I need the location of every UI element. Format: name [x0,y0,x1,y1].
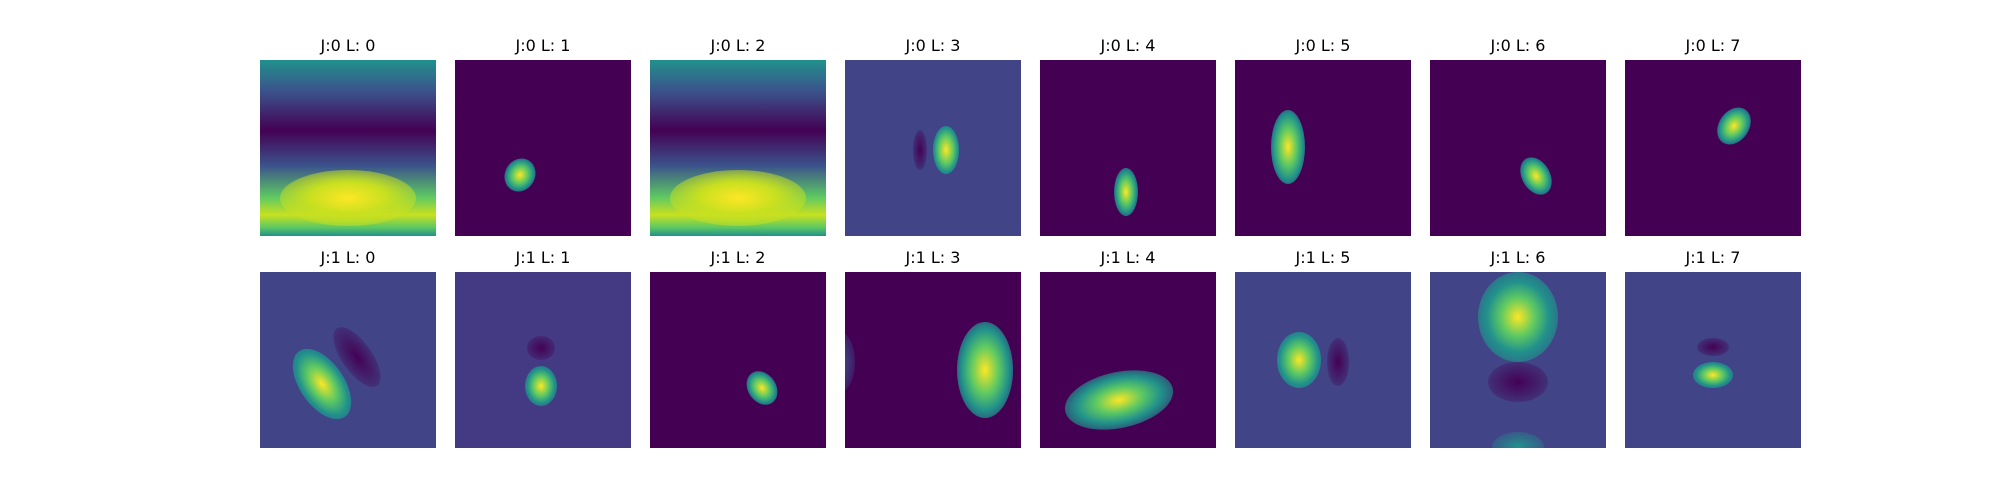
filter-image-j1-l5 [1235,272,1411,448]
filter-image-j1-l4 [1040,272,1216,448]
panel-title: J:0 L: 7 [1685,36,1741,55]
panel-title: J:1 L: 5 [1295,248,1351,267]
panel-title: J:1 L: 3 [905,248,961,267]
panel-title: J:1 L: 6 [1490,248,1546,267]
panel-title: J:0 L: 4 [1100,36,1156,55]
panel-title: J:0 L: 0 [320,36,376,55]
panel-title: J:0 L: 5 [1295,36,1351,55]
filter-image-j0-l1 [455,60,631,236]
filter-image-j1-l3 [845,272,1021,448]
panel-title: J:1 L: 4 [1100,248,1156,267]
panel-title: J:0 L: 2 [710,36,766,55]
panel-title: J:0 L: 3 [905,36,961,55]
filter-image-j1-l7 [1625,272,1801,448]
panel-title: J:0 L: 1 [515,36,571,55]
panel-title: J:1 L: 1 [515,248,571,267]
filter-image-j1-l1 [455,272,631,448]
panel-title: J:1 L: 0 [320,248,376,267]
filter-image-j1-l6 [1430,272,1606,448]
filter-image-j0-l4 [1040,60,1216,236]
filter-image-j0-l7 [1625,60,1801,236]
filter-image-j0-l6 [1430,60,1606,236]
filter-image-j0-l5 [1235,60,1411,236]
panel-title: J:0 L: 6 [1490,36,1546,55]
filter-image-j0-l2 [650,60,826,236]
panel-title: J:1 L: 2 [710,248,766,267]
filter-image-j0-l3 [845,60,1021,236]
filter-image-j0-l0 [260,60,436,236]
filter-image-j1-l0 [260,272,436,448]
filter-image-j1-l2 [650,272,826,448]
panel-title: J:1 L: 7 [1685,248,1741,267]
